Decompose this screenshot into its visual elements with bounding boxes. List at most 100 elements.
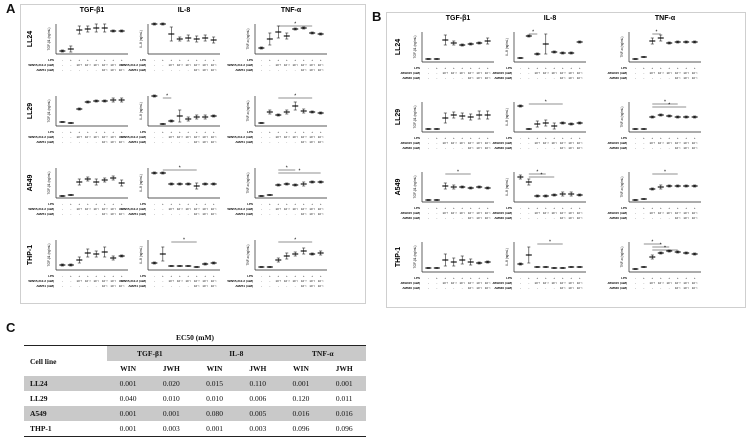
condition-value: 10⁻² [568, 281, 574, 285]
condition-label: LPS [414, 136, 420, 140]
condition-value: 10⁻¹ [318, 212, 324, 216]
table-row: LL29 0.040 0.010 0.010 0.006 0.120 0.011 [24, 391, 366, 406]
condition-value: 10⁻² [658, 211, 664, 215]
condition-value: + [694, 206, 696, 210]
condition-value: + [528, 276, 530, 280]
condition-value: 10⁻¹ [318, 135, 324, 139]
condition-value: 10⁻¹ [485, 76, 491, 80]
condition-label: LPS [621, 66, 627, 70]
condition-value: + [187, 130, 189, 134]
condition-value: 10⁻¹ [110, 68, 116, 72]
table-cell: 0.096 [279, 421, 323, 437]
condition-value: + [303, 274, 305, 278]
condition-value: - [520, 281, 521, 285]
condition-value: 10⁻¹ [485, 141, 491, 145]
condition-value: - [154, 279, 155, 283]
condition-value: + [677, 66, 679, 70]
table-cell: 0.011 [335, 394, 353, 403]
condition-value: - [643, 286, 644, 290]
condition-label: WIN55,212-2 (mM) [120, 207, 146, 211]
panel-c-letter: C [6, 320, 16, 335]
condition-value: 10⁻² [568, 141, 574, 145]
subplot: TGF-β1 (ng/mL)LPS - + + + + + + +JWH015 (mM) - -10… [400, 102, 494, 150]
condition-value: + [87, 202, 89, 206]
condition-value: + [204, 274, 206, 278]
table-cell: 0.001 [106, 421, 150, 437]
condition-value: 10⁻¹ [119, 140, 125, 144]
condition-value: - [162, 279, 163, 283]
condition-value: + [170, 58, 172, 62]
condition-value: 10⁻¹ [309, 140, 315, 144]
column-title: TGF-β1 [80, 7, 105, 14]
y-axis-label: TGF-β1 (ng/mL) [47, 28, 51, 51]
condition-value: 10⁻¹ [485, 71, 491, 75]
condition-label: AM630 (mM) [609, 286, 627, 290]
panel-a-letter: A [6, 1, 16, 16]
condition-value: - [87, 212, 88, 216]
column-title: TGF-β1 [446, 15, 471, 22]
condition-value: - [286, 140, 287, 144]
condition-value: 10⁻¹ [292, 279, 298, 283]
condition-value: - [520, 146, 521, 150]
condition-value: + [643, 206, 645, 210]
condition-label: LPS [621, 276, 627, 280]
condition-value: - [286, 68, 287, 72]
condition-value: - [162, 212, 163, 216]
condition-value: + [162, 58, 164, 62]
condition-value: + [95, 130, 97, 134]
condition-value: 10⁻² [85, 279, 91, 283]
condition-value: - [428, 66, 429, 70]
condition-value: - [436, 216, 437, 220]
subplot: TGF-β1 (ng/mL)LPS - + + + + + + +JWH015 (mM) - -10… [400, 242, 494, 290]
significance-star: * [179, 166, 181, 172]
condition-label: JWH015 (mM) [492, 71, 512, 75]
condition-value: - [162, 284, 163, 288]
condition-value: - [154, 135, 155, 139]
y-axis-label: TGF-β1 (ng/mL) [413, 176, 417, 199]
condition-value: - [643, 71, 644, 75]
condition-value: - [528, 286, 529, 290]
significance-star: * [532, 30, 534, 36]
condition-value: + [677, 206, 679, 210]
condition-value: 10⁻¹ [468, 76, 474, 80]
condition-label: JWH015 (mM) [492, 141, 512, 145]
condition-label: WIN55,212-2 (mM) [28, 279, 54, 283]
condition-label: JWH015 (mM) [607, 141, 627, 145]
significance-star: * [664, 100, 666, 106]
condition-value: 10⁻¹ [93, 207, 99, 211]
subplot: TGF-β1 (ng/mL)LPS - + + + + + + +WIN55,212-2 (mM… [28, 240, 128, 288]
condition-value: - [462, 216, 463, 220]
condition-value: + [213, 202, 215, 206]
y-axis-label: IL-8 (ng/mL) [139, 102, 143, 119]
condition-value: 10⁻¹ [692, 141, 698, 145]
condition-value: 10⁻¹ [666, 71, 672, 75]
table-row-cell-line: THP-1 [24, 421, 107, 437]
condition-value: + [87, 274, 89, 278]
condition-value: 10⁻¹ [202, 140, 208, 144]
condition-value: 10⁻¹ [309, 212, 315, 216]
y-axis-label: TNF-α (ng/mL) [246, 101, 250, 122]
condition-value: - [520, 211, 521, 215]
condition-label: JWH015 (mM) [400, 141, 420, 145]
condition-value: 10⁻¹ [119, 279, 125, 283]
table-cell: 0.080 [193, 406, 236, 421]
condition-value: - [554, 146, 555, 150]
condition-value: - [62, 207, 63, 211]
condition-value: - [669, 146, 670, 150]
y-axis-label: IL-8 (ng/mL) [139, 174, 143, 191]
condition-value: 10⁻³ [194, 207, 200, 211]
condition-value: 10⁻² [568, 71, 574, 75]
condition-value: 10⁻³ [169, 135, 175, 139]
condition-value: 10⁻¹ [476, 146, 482, 150]
table-cell: 0.110 [236, 376, 280, 391]
table-subheader: WIN [206, 364, 223, 373]
condition-value: - [70, 212, 71, 216]
condition-value: - [286, 212, 287, 216]
condition-value: + [70, 58, 72, 62]
condition-value: - [428, 71, 429, 75]
condition-value: + [694, 136, 696, 140]
condition-value: 10⁻³ [443, 281, 449, 285]
condition-value: - [62, 284, 63, 288]
condition-value: + [162, 130, 164, 134]
condition-value: - [96, 68, 97, 72]
